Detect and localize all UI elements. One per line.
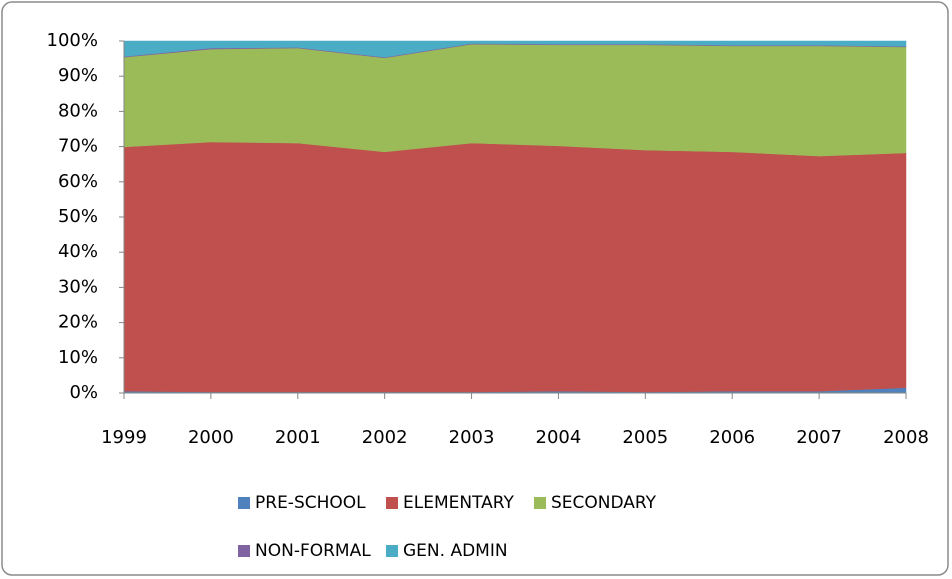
area bbox=[123, 141, 907, 393]
x-tick-label: 2004 bbox=[536, 427, 582, 448]
area bbox=[123, 40, 907, 58]
x-tick-label: 2005 bbox=[622, 427, 668, 448]
y-tick-label: 50% bbox=[58, 206, 98, 227]
x-tick-label: 2000 bbox=[188, 427, 234, 448]
x-tick-label: 2002 bbox=[362, 427, 408, 448]
x-tick-label: 2006 bbox=[709, 427, 755, 448]
y-tick-label: 20% bbox=[58, 312, 98, 333]
legend-label: PRE-SCHOOL bbox=[255, 493, 366, 513]
area bbox=[123, 43, 907, 157]
y-tick-label: 100% bbox=[47, 30, 98, 51]
legend-label: NON-FORMAL bbox=[255, 541, 371, 561]
x-tick-label: 1999 bbox=[101, 427, 147, 448]
legend-label: GEN. ADMIN bbox=[403, 541, 508, 561]
y-tick-label: 40% bbox=[58, 241, 98, 262]
legend-swatch bbox=[534, 497, 546, 509]
y-tick-label: 30% bbox=[58, 276, 98, 297]
legend-swatch bbox=[238, 497, 250, 509]
x-tick-label: 2008 bbox=[883, 427, 929, 448]
legend-label: ELEMENTARY bbox=[403, 493, 514, 513]
y-tick-label: 10% bbox=[58, 347, 98, 368]
y-tick-label: 0% bbox=[69, 382, 98, 403]
y-tick-label: 70% bbox=[58, 136, 98, 157]
legend-swatch bbox=[238, 545, 250, 557]
x-tick-label: 2007 bbox=[796, 427, 842, 448]
legend-swatch bbox=[386, 545, 398, 557]
x-tick-label: 2001 bbox=[275, 427, 321, 448]
y-tick-label: 90% bbox=[58, 65, 98, 86]
y-tick-label: 60% bbox=[58, 171, 98, 192]
y-tick-label: 80% bbox=[58, 100, 98, 121]
x-tick-label: 2003 bbox=[449, 427, 495, 448]
legend-swatch bbox=[386, 497, 398, 509]
legend-label: SECONDARY bbox=[551, 493, 657, 513]
